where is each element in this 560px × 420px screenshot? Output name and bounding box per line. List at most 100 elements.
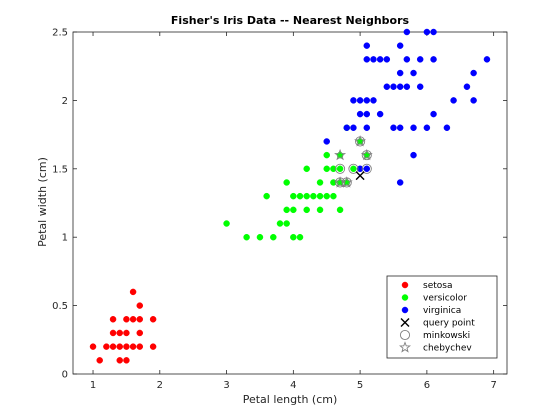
point-versicolor	[256, 233, 264, 241]
point-versicolor	[330, 165, 337, 173]
point-versicolor	[323, 192, 330, 200]
point-virginica	[463, 83, 471, 90]
point-versicolor	[323, 165, 330, 173]
neighbor-chebychev	[360, 148, 373, 161]
point-versicolor	[316, 179, 324, 186]
legend-marker-virginica	[401, 306, 409, 314]
point-virginica	[396, 69, 404, 77]
point-virginica	[363, 56, 371, 63]
point-virginica	[363, 97, 371, 104]
point-versicolor	[316, 206, 324, 214]
point-versicolor	[290, 206, 297, 214]
x-axis-label: Petal length (cm)	[243, 393, 338, 406]
point-setosa	[129, 288, 137, 296]
point-virginica	[410, 124, 417, 132]
point-virginica	[363, 124, 371, 132]
legend-label: query point	[423, 319, 475, 329]
point-versicolor	[263, 192, 270, 200]
point-virginica	[410, 151, 417, 159]
y-axis-label: Petal width (cm)	[36, 157, 49, 247]
legend-box	[386, 275, 498, 359]
point-versicolor	[303, 192, 310, 200]
point-virginica	[403, 28, 411, 36]
point-virginica	[356, 165, 364, 173]
point-virginica	[403, 83, 411, 90]
point-versicolor	[223, 220, 230, 227]
legend-label: minkowski	[423, 331, 470, 341]
y-tick-label: 2.5	[52, 28, 68, 39]
point-virginica	[356, 97, 364, 104]
neighbor-minkowski	[348, 163, 359, 174]
legend-label: virginica	[423, 306, 461, 316]
point-setosa	[116, 343, 123, 350]
y-tick-label: 0.5	[52, 301, 68, 312]
point-virginica	[390, 83, 397, 90]
point-virginica	[416, 83, 424, 90]
legend-label: chebychev	[423, 344, 472, 354]
point-virginica	[356, 110, 364, 118]
point-setosa	[109, 329, 117, 337]
point-versicolor	[276, 220, 284, 227]
point-setosa	[149, 343, 157, 350]
point-setosa	[149, 316, 157, 323]
point-virginica	[443, 124, 451, 132]
point-versicolor	[350, 165, 357, 173]
point-virginica	[403, 56, 411, 63]
point-virginica	[396, 83, 404, 90]
neighbor-chebychev	[334, 148, 347, 161]
point-setosa	[129, 316, 137, 323]
point-virginica	[363, 165, 371, 173]
point-virginica	[430, 56, 437, 63]
point-versicolor	[283, 179, 290, 186]
neighbor-chebychev	[354, 135, 367, 147]
point-virginica	[376, 110, 384, 118]
point-setosa	[123, 316, 130, 323]
point-virginica	[416, 56, 424, 63]
x-tick-label: 3	[223, 380, 229, 391]
query-point-marker	[355, 171, 365, 181]
point-versicolor	[283, 206, 290, 214]
point-versicolor	[243, 233, 250, 241]
x-tick-label: 7	[490, 380, 496, 391]
chart-title: Fisher's Iris Data -- Nearest Neighbors	[171, 14, 410, 27]
series-setosa	[89, 288, 157, 364]
point-virginica	[370, 56, 377, 63]
point-setosa	[96, 357, 103, 364]
point-setosa	[123, 357, 130, 364]
point-virginica	[370, 97, 377, 104]
point-setosa	[136, 343, 144, 350]
x-tick-label: 2	[157, 380, 163, 391]
x-tick-label: 1	[90, 380, 96, 391]
point-versicolor	[303, 206, 310, 214]
point-virginica	[483, 56, 491, 63]
point-versicolor	[270, 233, 277, 241]
legend-marker-setosa	[401, 281, 409, 289]
point-versicolor	[336, 165, 344, 173]
point-virginica	[390, 124, 397, 132]
point-versicolor	[330, 192, 337, 200]
point-virginica	[423, 28, 431, 36]
legend-marker-query-point	[400, 318, 410, 327]
point-setosa	[109, 316, 117, 323]
legend-marker-chebychev	[399, 341, 411, 353]
point-setosa	[136, 329, 144, 337]
neighbors-chebychev	[334, 135, 373, 188]
point-virginica	[430, 28, 437, 36]
point-setosa	[116, 357, 123, 364]
point-setosa	[136, 302, 144, 309]
point-virginica	[323, 138, 330, 145]
point-setosa	[89, 343, 97, 350]
point-virginica	[343, 124, 351, 132]
legend-label: versicolor	[423, 294, 467, 304]
point-versicolor	[296, 233, 304, 241]
neighbor-chebychev	[334, 176, 347, 188]
point-versicolor	[323, 151, 330, 159]
point-virginica	[450, 97, 457, 104]
y-tick-label: 2	[62, 96, 68, 107]
point-virginica	[470, 97, 477, 104]
series-virginica	[323, 28, 491, 186]
y-tick-label: 1	[62, 233, 68, 244]
y-tick-label: 1.5	[52, 164, 68, 175]
legend-marker-versicolor	[401, 294, 409, 301]
